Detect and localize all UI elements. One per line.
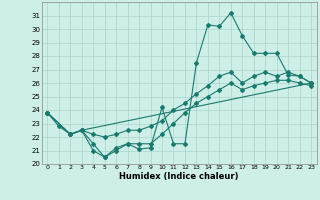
X-axis label: Humidex (Indice chaleur): Humidex (Indice chaleur) <box>119 172 239 181</box>
